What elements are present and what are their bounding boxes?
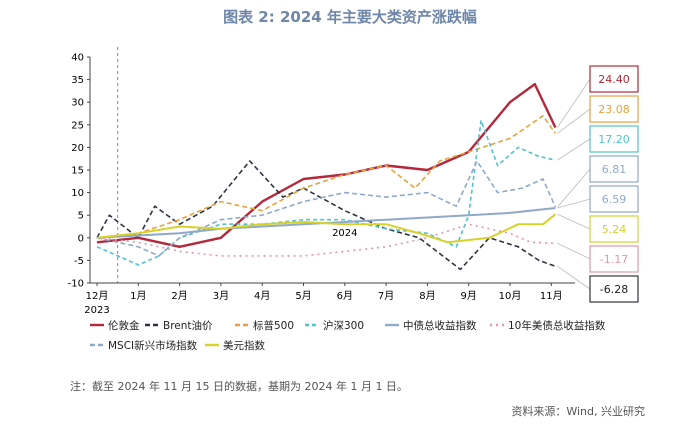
end-label-connector [557, 265, 591, 290]
x-tick-label: 8月 [419, 290, 435, 302]
y-tick-label: -5 [74, 256, 84, 267]
chart-title: 图表 2: 2024 年主要大类资产涨跌幅 [223, 8, 477, 26]
end-value-label: 24.40 [598, 73, 630, 86]
end-label-connector [557, 213, 591, 230]
footnote: 注：截至 2024 年 11 月 15 日的数据，基期为 2024 年 1 月 … [70, 380, 408, 393]
y-axis: 40 35 30 25 20 15 10 5 0 -5 -10 [68, 47, 119, 290]
y-tick-label: 35 [71, 75, 84, 86]
end-label-connector [557, 138, 591, 161]
end-value-label: -6.28 [600, 283, 628, 296]
y-tick-label: 20 [71, 143, 84, 154]
y-tick-label: 40 [71, 53, 84, 64]
legend-label: 沪深300 [323, 319, 364, 332]
end-value-label: -1.17 [600, 253, 628, 266]
x-year-label: 2023 [84, 305, 109, 316]
x-tick-label: 11月 [540, 290, 563, 302]
end-value-box [589, 155, 639, 183]
y-tick-label: 30 [71, 98, 84, 109]
x-tick-label: 2月 [171, 290, 187, 302]
legend-label: MSCI新兴市场指数 [108, 339, 198, 352]
end-value-label: 6.81 [602, 163, 627, 176]
series-lines [96, 82, 557, 271]
end-value-box [589, 125, 639, 153]
source-note: 资料来源：Wind, 兴业研究 [511, 405, 645, 418]
x-tick-label: 1月 [130, 290, 146, 302]
end-value-box [589, 185, 639, 213]
y-tick-label: 15 [71, 166, 84, 177]
end-value-box [589, 275, 639, 303]
x-tick-label: 6月 [337, 290, 353, 302]
legend-label: 标普500 [253, 319, 294, 332]
end-label-connector [557, 108, 591, 134]
end-label-connector [557, 168, 591, 208]
y-tick-label: -10 [68, 279, 84, 290]
series-line-美元指数 [96, 213, 557, 244]
y-tick-label: 10 [71, 188, 84, 199]
series-line-标普500 [96, 115, 557, 239]
y-tick-label: 0 [78, 233, 84, 244]
end-value-box [589, 245, 639, 273]
end-value-label: 23.08 [598, 103, 630, 116]
end-value-labels: 24.40 23.08 17.20 6.81 6.59 5.24 -1.17 -6.28 [557, 65, 639, 303]
end-label-connector [557, 242, 591, 260]
end-value-label: 17.20 [598, 133, 630, 146]
end-value-box [589, 95, 639, 123]
x-tick-label: 12月 [86, 290, 109, 302]
x-tick-label: 4月 [254, 290, 270, 302]
x-year-label: 2024 [332, 228, 357, 239]
end-label-connector [557, 78, 591, 128]
y-tick-label: 5 [78, 211, 84, 222]
legend-label: 美元指数 [223, 339, 265, 352]
x-tick-label: 3月 [213, 290, 229, 302]
series-line-伦敦金 [96, 82, 557, 248]
legend-label: Brent油价 [163, 319, 213, 332]
end-value-label: 5.24 [602, 223, 627, 236]
x-axis: 12月 1月 2月 3月 4月 5月 6月 7月 8月 9月 10月 11月 2023 2024 [84, 228, 575, 316]
end-label-connector [557, 198, 591, 209]
x-tick-label: 5月 [295, 290, 311, 302]
y-tick-label: 25 [71, 120, 84, 131]
legend-label: 伦敦金 [108, 319, 140, 332]
x-tick-label: 7月 [378, 290, 394, 302]
x-tick-label: 9月 [461, 290, 477, 302]
legend: 伦敦金 Brent油价 标普500 沪深300 中债总收益指数 10年美债总收益指数 MSC… [90, 319, 606, 352]
x-tick-label: 10月 [499, 290, 522, 302]
legend-label: 中债总收益指数 [403, 319, 477, 332]
end-value-box [589, 215, 639, 243]
end-value-box [589, 65, 639, 93]
legend-label: 10年美债总收益指数 [508, 319, 606, 332]
end-value-label: 6.59 [602, 193, 627, 206]
